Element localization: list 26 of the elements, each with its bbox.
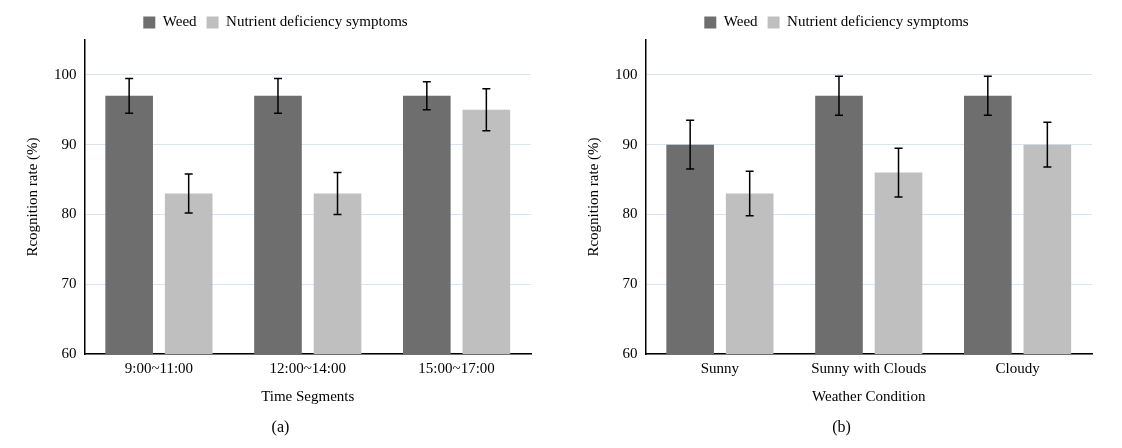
y-tick-label: 100 [54,65,77,82]
y-tick-label: 90 [61,135,77,152]
x-tick-label: 12:00~14:00 [269,359,346,376]
text: (a) [270,418,291,436]
y-tick-label: 70 [622,275,638,292]
y-axis-title: Rcognition rate (%) [23,137,41,257]
y-tick-label: 90 [622,135,638,152]
text: (b) [831,418,852,436]
y-tick-label: 60 [61,344,77,361]
legend-label: Nutrient deficiency symptoms [787,13,969,30]
y-tick-label: 60 [622,344,638,361]
x-axis-title: Time Segments [261,387,355,404]
y-tick-label: 80 [61,205,77,222]
x-tick-label: Sunny with Clouds [811,359,927,376]
y-tick-label: 100 [615,65,638,82]
legend-label: Nutrient deficiency symptoms [226,13,408,30]
x-tick-label: Cloudy [995,359,1041,376]
legend-label: Weed [723,13,759,30]
x-tick-label: 9:00~11:00 [124,359,194,376]
x-tick-label: Sunny [700,359,740,376]
legend-label: Weed [162,13,198,30]
x-axis-title: Weather Condition [812,387,926,404]
y-tick-label: 70 [61,275,77,292]
y-tick-label: 80 [622,205,638,222]
y-axis-title: Rcognition rate (%) [584,137,602,257]
x-tick-label: 15:00~17:00 [418,359,495,376]
